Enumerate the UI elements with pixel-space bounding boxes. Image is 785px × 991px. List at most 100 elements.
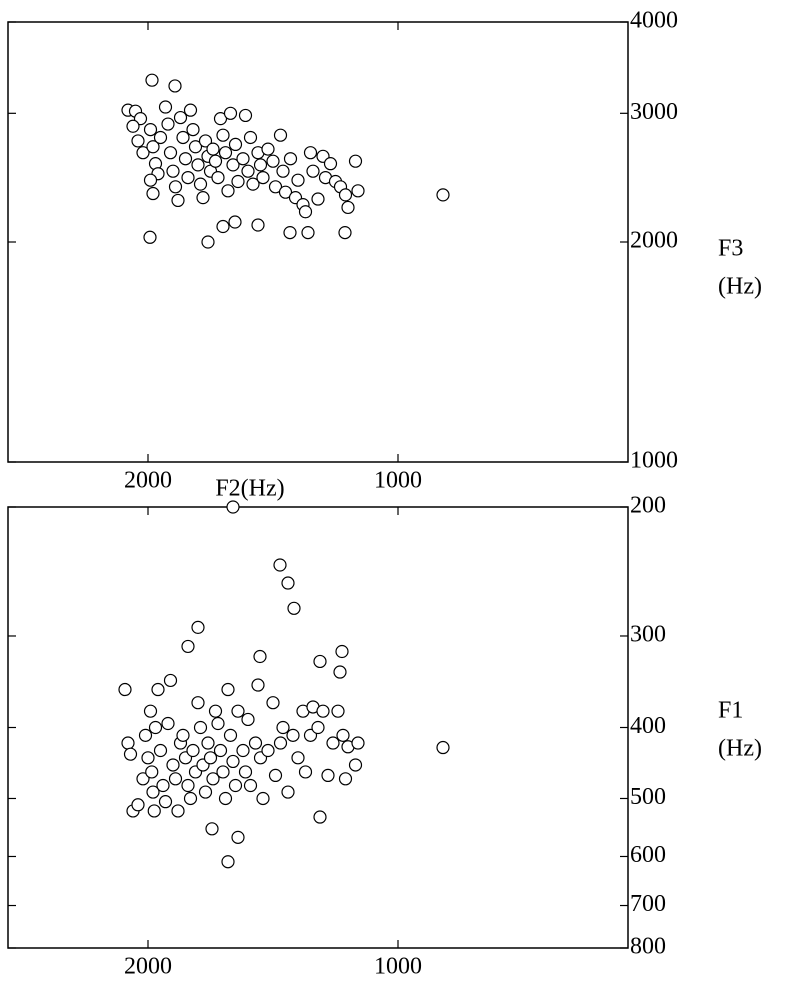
point: [131, 134, 145, 148]
point: [236, 152, 250, 166]
point: [145, 73, 159, 87]
point: [171, 193, 185, 208]
point: [273, 736, 288, 750]
point: [145, 765, 159, 779]
point: [348, 758, 363, 772]
point: [221, 855, 235, 869]
point: [218, 146, 233, 160]
point: [121, 736, 135, 750]
point: [146, 785, 160, 799]
point: [218, 791, 233, 806]
point: [136, 146, 150, 160]
y-tick-label: 500: [630, 784, 666, 810]
point: [241, 712, 255, 727]
point: [231, 174, 245, 189]
point: [191, 620, 205, 634]
y-tick-label: 400: [630, 713, 666, 739]
point: [273, 558, 287, 572]
point: [205, 822, 219, 836]
point: [183, 103, 198, 117]
point: [243, 130, 258, 145]
point: [213, 743, 228, 758]
point: [336, 728, 350, 742]
point: [168, 180, 183, 194]
x-tick-label: 2000: [124, 954, 172, 980]
point: [351, 736, 365, 750]
point: [183, 791, 198, 806]
x-tick-label: 2000: [124, 468, 172, 494]
point: [146, 140, 160, 154]
point: [156, 778, 170, 793]
point: [198, 134, 213, 148]
point: [253, 649, 267, 664]
point: [198, 785, 213, 799]
point: [283, 152, 298, 166]
y-axis-label: (Hz): [718, 736, 762, 762]
y-tick-label: 700: [630, 891, 666, 917]
y-tick-label: 800: [630, 934, 666, 960]
y-tick-label: 2000: [630, 228, 678, 254]
point: [221, 184, 235, 198]
point: [191, 158, 205, 172]
point: [436, 740, 450, 755]
point: [143, 173, 158, 187]
point: [143, 122, 158, 137]
point: [311, 720, 325, 735]
point: [146, 186, 160, 201]
point: [281, 785, 295, 799]
point: [323, 157, 338, 171]
y-tick-label: 300: [630, 621, 666, 647]
point: [338, 772, 353, 786]
point: [213, 112, 228, 126]
point: [326, 736, 340, 750]
point: [193, 177, 208, 191]
point: [228, 137, 243, 152]
point: [268, 768, 283, 782]
point: [147, 804, 161, 818]
point: [251, 218, 265, 232]
point: [306, 164, 320, 178]
plot-frame: [7, 21, 629, 463]
point: [228, 215, 242, 229]
point: [231, 704, 245, 718]
point: [226, 500, 240, 514]
point: [211, 170, 225, 185]
y-axis-label: F3: [718, 236, 743, 262]
point: [193, 720, 208, 735]
point: [298, 205, 313, 219]
y-tick-label: 4000: [630, 8, 678, 34]
point: [181, 170, 195, 185]
point: [148, 720, 163, 735]
point: [303, 146, 318, 160]
point: [118, 682, 132, 697]
point: [251, 678, 265, 692]
point: [228, 778, 243, 793]
point: [286, 728, 300, 742]
point: [208, 154, 223, 168]
point: [201, 736, 215, 750]
point: [291, 751, 305, 765]
point: [287, 601, 301, 615]
point: [351, 184, 365, 198]
point: [338, 188, 353, 202]
point: [166, 164, 180, 178]
point: [131, 798, 145, 812]
point: [151, 682, 165, 697]
point: [166, 758, 180, 772]
point: [231, 830, 245, 844]
point: [253, 158, 268, 172]
point: [348, 154, 363, 168]
point: [248, 736, 263, 750]
point: [241, 164, 255, 178]
point: [313, 810, 327, 824]
point: [153, 743, 168, 758]
y-axis-label: (Hz): [718, 274, 762, 300]
point: [283, 226, 297, 240]
point: [181, 639, 195, 654]
point: [261, 142, 275, 156]
point: [335, 644, 349, 659]
point: [161, 117, 175, 131]
point: [436, 188, 450, 202]
y-tick-label: 200: [630, 493, 666, 519]
